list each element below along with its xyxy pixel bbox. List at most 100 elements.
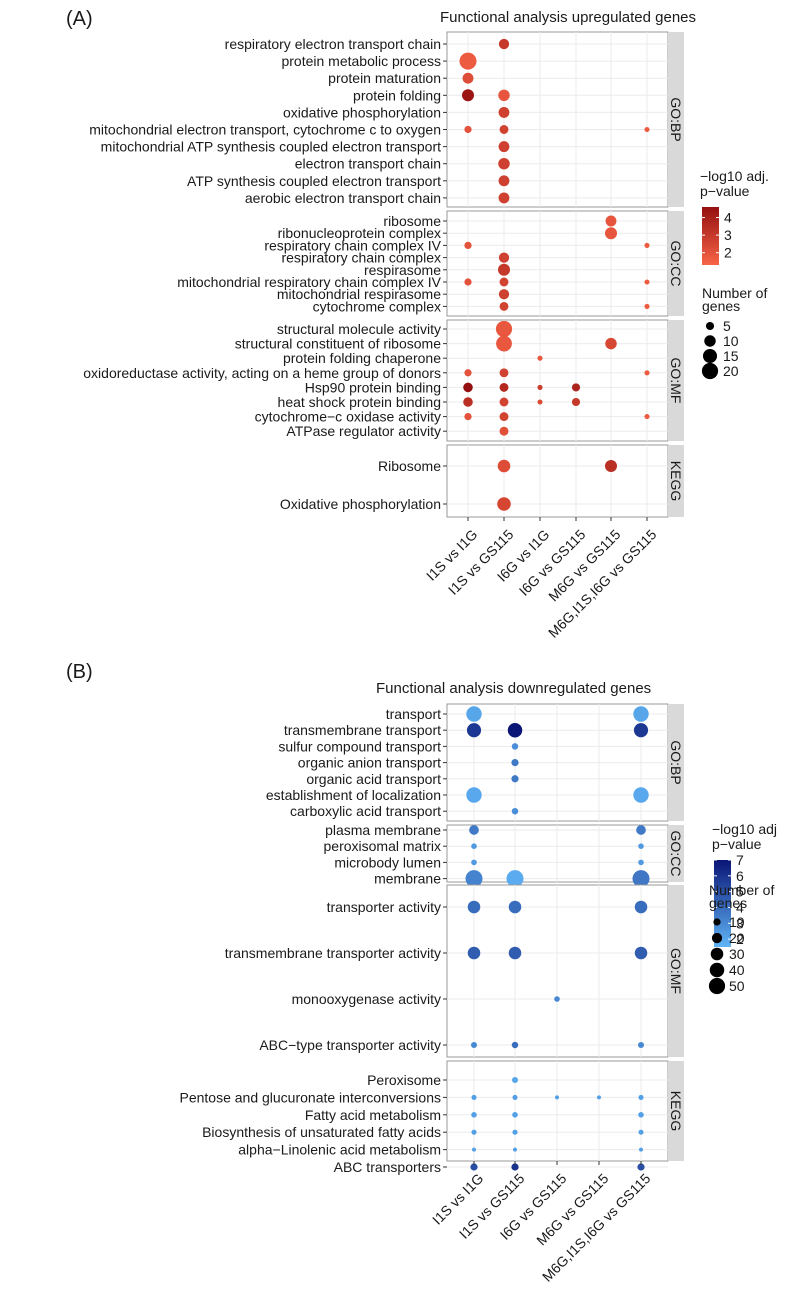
up-strip-bg — [668, 211, 684, 316]
down-term-label: monooxygenase activity — [292, 991, 441, 1007]
down-data-point — [465, 870, 483, 888]
up-size-legend-dot — [701, 362, 719, 380]
chart-downregulated: Functional analysis downregulated genes t… — [179, 680, 777, 1285]
down-data-point — [512, 1129, 518, 1135]
chart-upregulated: Functional analysis upregulated genes res… — [83, 9, 769, 641]
down-data-point — [639, 1147, 643, 1152]
up-data-point — [644, 279, 650, 285]
down-term-label: plasma membrane — [325, 822, 441, 838]
up-data-point — [571, 397, 581, 407]
down-size-legend-label: 10 — [729, 914, 745, 930]
up-data-point — [498, 89, 510, 102]
down-term-label: carboxylic acid transport — [290, 803, 441, 819]
up-term-label: mitochondrial respirasome — [277, 286, 441, 302]
down-size-legend-dot — [711, 932, 723, 944]
down-data-point — [471, 1129, 477, 1135]
down-size-legend-label: 30 — [729, 946, 745, 962]
up-panel-bg — [446, 319, 669, 442]
down-size-legend-label: 40 — [729, 962, 745, 978]
down-strip-bg — [668, 1061, 684, 1161]
up-data-point — [499, 125, 509, 134]
down-data-point — [471, 1111, 477, 1118]
down-colorbar-label: 5 — [736, 884, 744, 900]
down-facet-gomf: transporter activity transmembrane transp… — [225, 884, 684, 1058]
up-term-label: oxidoreductase activity, acting on a hem… — [83, 365, 441, 381]
down-data-point — [470, 1163, 478, 1171]
down-data-point — [508, 946, 522, 960]
up-term-label: cytochrome complex — [313, 298, 441, 314]
up-term-label: Hsp90 protein binding — [305, 379, 441, 395]
up-strip-label: GO:CC — [668, 241, 684, 287]
up-data-point — [499, 397, 509, 407]
up-data-point — [537, 399, 543, 405]
up-color-legend-title: p−value — [700, 183, 750, 199]
down-data-point — [470, 1041, 478, 1049]
down-data-point — [637, 1163, 645, 1171]
up-term-label: respiratory chain complex IV — [264, 237, 441, 253]
up-term-label: mitochondrial ATP synthesis coupled elec… — [101, 139, 441, 155]
down-size-legend-dot — [713, 918, 721, 926]
down-strip-bg — [668, 825, 684, 882]
down-data-point — [471, 1094, 477, 1100]
down-data-point — [638, 843, 644, 850]
up-data-point — [461, 89, 475, 102]
up-data-point — [644, 414, 650, 420]
up-data-point — [605, 337, 617, 350]
up-term-label: heat shock protein binding — [278, 394, 441, 410]
up-data-point — [459, 52, 477, 70]
up-color-legend-title: −log10 adj. — [700, 168, 769, 184]
up-term-label: cytochrome−c oxidase activity — [255, 409, 441, 425]
up-panel-bg — [446, 444, 669, 518]
up-data-point — [498, 252, 510, 263]
down-strip-label: GO:MF — [668, 948, 684, 994]
up-data-point — [462, 72, 474, 84]
up-data-point — [498, 141, 510, 153]
up-data-point — [499, 301, 509, 311]
down-term-label: organic anion transport — [298, 755, 441, 771]
down-data-point — [637, 1041, 645, 1049]
up-data-point — [497, 459, 511, 473]
down-data-point — [597, 1095, 601, 1100]
down-data-point — [506, 870, 524, 888]
up-panel-bg — [446, 210, 669, 317]
up-chart-title: Functional analysis upregulated genes — [440, 9, 696, 26]
up-data-point — [499, 368, 509, 378]
down-term-label: sulfur compound transport — [278, 738, 441, 754]
down-term-label: ABC transporters — [334, 1159, 441, 1175]
up-size-legend-label: 5 — [723, 318, 731, 334]
up-color-legend: −log10 adj.p−value 2 34 — [700, 168, 769, 265]
down-data-point — [511, 758, 519, 767]
down-data-point — [472, 1147, 476, 1152]
down-term-label: transmembrane transporter activity — [225, 945, 441, 961]
up-term-label: respiratory electron transport chain — [225, 36, 441, 52]
down-term-label: transporter activity — [327, 899, 441, 915]
down-strip-bg — [668, 885, 684, 1057]
up-term-label: aerobic electron transport chain — [245, 190, 441, 206]
down-term-label: Fatty acid metabolism — [305, 1107, 441, 1123]
up-size-legend-title: genes — [702, 298, 740, 314]
up-data-point — [537, 384, 543, 390]
down-x-label: M6G vs GS115 — [533, 1170, 611, 1248]
down-data-point — [512, 1094, 518, 1100]
up-data-point — [499, 277, 509, 287]
down-strip-label: GO:BP — [668, 740, 684, 784]
up-data-point — [497, 263, 511, 276]
down-data-point — [638, 1129, 644, 1135]
down-data-point — [467, 900, 481, 914]
up-term-label: ATP synthesis coupled electron transport — [187, 173, 441, 189]
down-data-point — [511, 743, 519, 750]
down-data-point — [511, 807, 519, 815]
up-data-point — [604, 227, 618, 240]
down-data-point — [511, 1076, 519, 1084]
down-data-point — [513, 1147, 517, 1152]
up-term-label: structural molecule activity — [277, 321, 441, 337]
up-term-label: Ribosome — [378, 458, 441, 474]
up-data-point — [644, 126, 650, 133]
up-term-label: mitochondrial respiratory chain complex … — [177, 274, 441, 290]
down-data-point — [638, 859, 644, 866]
up-term-label: ribonucleoprotein complex — [278, 225, 441, 241]
